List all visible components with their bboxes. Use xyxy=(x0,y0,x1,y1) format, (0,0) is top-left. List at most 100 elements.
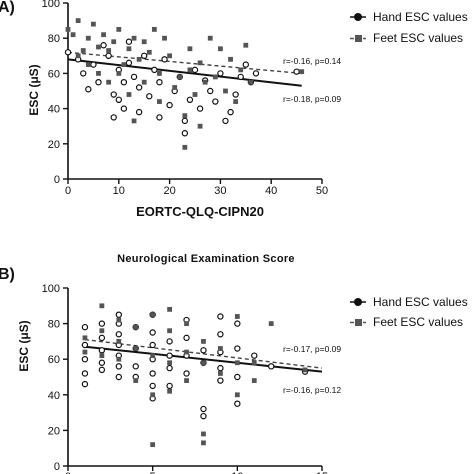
panel-b-feet-point xyxy=(201,339,206,344)
panel-a-legend-hand-label: Hand ESC values xyxy=(373,10,468,24)
panel-b-feet-point xyxy=(268,321,274,326)
panel-a-hand-regression-line xyxy=(67,58,302,87)
panel-a-feet-point xyxy=(187,67,193,73)
panel-a-feet-point xyxy=(207,35,213,41)
panel-b-hand-point xyxy=(149,370,156,377)
panel-b-hand-point xyxy=(234,400,241,407)
panel-a: A) ESC (μS) EORTC-QLQ-CIPN20 0 20 40 60 80 10… xyxy=(0,0,468,219)
panel-a-feet-point xyxy=(182,144,188,150)
panel-a-y-axis-label: ESC (μS) xyxy=(27,64,41,115)
panel-a-hand-point xyxy=(130,73,138,81)
panel-b-feet-point xyxy=(150,442,156,448)
panel-a-x-tick-label: 0 xyxy=(65,185,71,197)
panel-b-feet-point xyxy=(201,431,206,437)
panel-b-y-tick-label: 40 xyxy=(48,390,60,402)
panel-b-feet-point xyxy=(133,346,139,351)
panel-b-feet-point xyxy=(234,314,240,319)
panel-b-hand-point xyxy=(200,412,207,420)
panel-b-legend-hand-label: Hand ESC values xyxy=(373,295,468,309)
panel-b-hand-point xyxy=(200,405,207,413)
panel-a-hand-point xyxy=(166,101,173,109)
panel-b-x-tick-label: 15 xyxy=(316,471,328,474)
panel-b-feet-point xyxy=(150,353,156,359)
panel-b-hand-point xyxy=(98,359,106,366)
panel-a-feet-point xyxy=(182,113,188,119)
panel-b-legend: Hand ESC values Feet ESC values xyxy=(350,295,468,329)
panel-b-title: Neurological Examination Score xyxy=(117,253,295,265)
panel-a-feet-point xyxy=(243,42,249,48)
panel-b-hand-point xyxy=(217,364,224,372)
panel-a-hand-point xyxy=(120,78,128,86)
panel-a-annotation-hand: r=-0.18, p=0.09 xyxy=(283,94,341,104)
panel-a-feet-point xyxy=(85,62,91,67)
panel-b-hand-point xyxy=(234,320,241,327)
panel-b-hand-point xyxy=(81,356,89,363)
panel-a-regression-lines xyxy=(67,51,302,87)
panel-b-feet-point xyxy=(302,367,308,373)
panel-b-feet-point xyxy=(218,346,223,351)
panel-a-feet-point xyxy=(75,18,81,23)
panel-a-annotation-feet: r=-0.16, p=0.14 xyxy=(283,56,341,66)
panel-b-markers xyxy=(81,303,309,448)
panel-a-feet-point xyxy=(172,85,178,90)
panel-b-feet-point xyxy=(167,360,172,366)
panel-a-feet-point xyxy=(106,79,112,85)
panel-a-hand-point xyxy=(135,84,143,91)
panel-b-feet-point xyxy=(251,378,257,383)
panel-b-hand-point xyxy=(115,311,123,318)
panel-a-feet-point xyxy=(85,35,91,41)
panel-b-feet-point xyxy=(133,324,139,330)
panel-b-hand-point xyxy=(217,377,224,384)
panel-a-feet-point xyxy=(238,67,244,73)
panel-b-hand-regression-line xyxy=(84,345,323,373)
panel-b-hand-point xyxy=(166,352,173,359)
panel-a-y-tick-label: 80 xyxy=(48,33,60,45)
panel-b-annotation-hand: r=-0.17, p=0.09 xyxy=(283,344,341,354)
panel-a-feet-point xyxy=(121,62,127,67)
panel-a-y-tick-label: 100 xyxy=(42,0,60,10)
panel-b-feet-point xyxy=(150,312,156,318)
panel-a-hand-point xyxy=(181,117,189,125)
panel-a-feet-point xyxy=(141,79,147,85)
panel-b-label: B) xyxy=(0,266,15,283)
panel-b-hand-point xyxy=(98,320,106,327)
panel-a-feet-point xyxy=(157,71,162,76)
panel-a-hand-point xyxy=(156,114,163,121)
panel-a-hand-point xyxy=(125,38,133,45)
panel-a-feet-point xyxy=(212,74,218,80)
panel-b-hand-point xyxy=(98,366,106,374)
panel-a-x-tick-label: 40 xyxy=(265,185,277,197)
panel-a-feet-point xyxy=(167,53,172,59)
panel-a-hand-point xyxy=(135,108,143,116)
panel-a-hand-point xyxy=(90,61,97,68)
panel-a-hand-point xyxy=(100,42,107,49)
panel-b-x-tick-label: 0 xyxy=(65,471,71,474)
panel-a-hand-point xyxy=(196,105,204,112)
panel-b-hand-point xyxy=(234,345,241,352)
panel-a-hand-point xyxy=(95,78,102,86)
legend-feet-marker xyxy=(355,319,362,326)
panel-a-hand-point xyxy=(181,130,189,137)
panel-a-x-tick-label: 10 xyxy=(113,185,125,197)
panel-b-feet-point xyxy=(99,303,105,309)
panel-b-hand-point xyxy=(81,370,89,377)
panel-b-feet-point xyxy=(184,378,189,383)
panel-a-hand-point xyxy=(207,87,214,95)
panel-b-hand-point xyxy=(98,347,106,354)
panel-a-x-tick-label: 50 xyxy=(316,185,328,197)
panel-a-markers xyxy=(64,18,305,150)
panel-a-feet-point xyxy=(141,39,147,45)
panel-a-feet-point xyxy=(126,46,132,52)
panel-a-feet-point xyxy=(136,56,142,62)
panel-a-feet-point xyxy=(80,48,86,53)
panel-b-feet-point xyxy=(251,360,257,366)
panel-b-hand-point xyxy=(200,347,207,354)
panel-b-hand-point xyxy=(81,380,89,388)
panel-a-feet-point xyxy=(192,92,198,97)
panel-a-hand-point xyxy=(120,105,128,112)
panel-a-feet-point xyxy=(116,71,122,76)
panel-a-hand-point xyxy=(151,66,158,74)
panel-a-hand-point xyxy=(110,114,117,121)
panel-b-hand-point xyxy=(115,373,123,381)
